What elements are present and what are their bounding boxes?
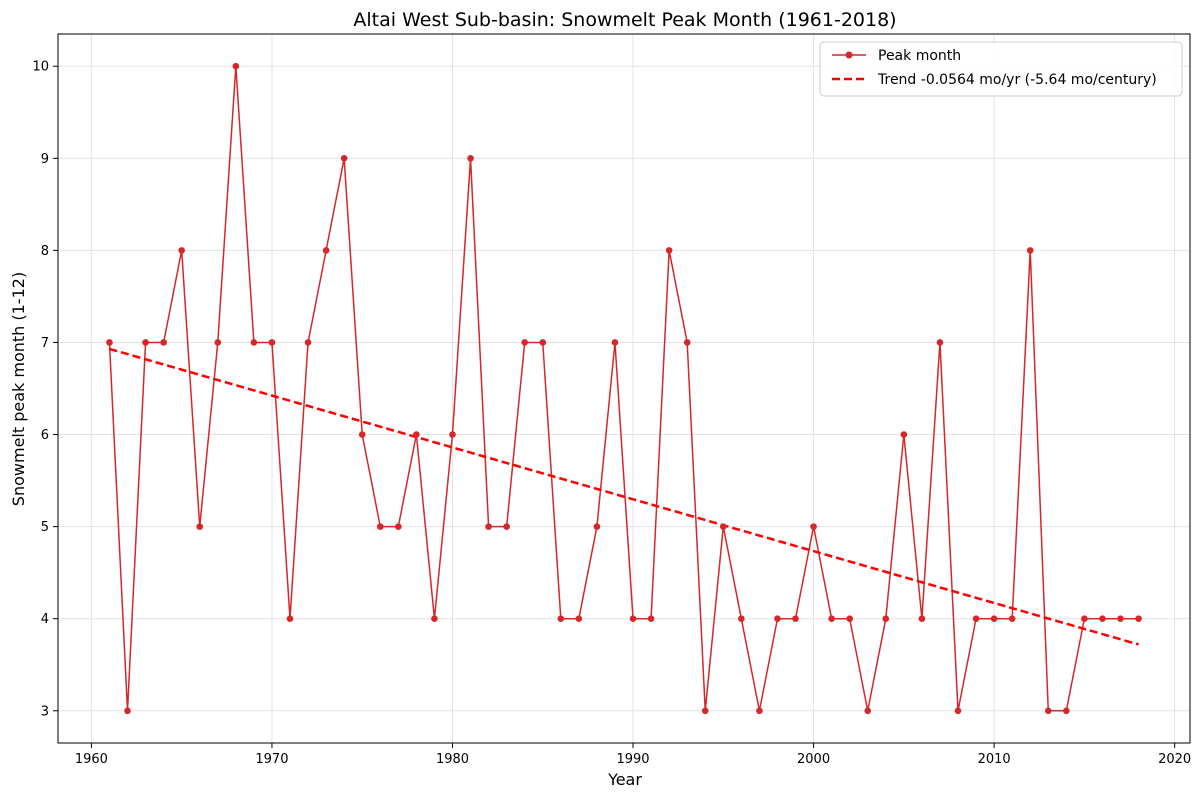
peak-month-point <box>250 339 258 346</box>
peak-month-point <box>106 339 113 346</box>
chart-title: Altai West Sub-basin: Snowmelt Peak Mont… <box>353 9 896 31</box>
peak-month-point <box>792 615 799 622</box>
peak-month-point <box>485 523 492 530</box>
peak-month-point <box>900 431 908 438</box>
x-tick-label: 1960 <box>75 752 108 767</box>
peak-month-point <box>503 523 510 530</box>
legend-peak-label: Peak month <box>878 48 961 64</box>
peak-month-point <box>738 615 745 622</box>
peak-month-point <box>972 615 980 622</box>
peak-month-point <box>268 339 276 346</box>
plot-series <box>106 62 1142 715</box>
peak-month-point <box>647 615 655 622</box>
peak-month-point <box>719 523 727 530</box>
plot-frame <box>57 33 1191 744</box>
peak-month-point <box>449 431 456 438</box>
y-tick-label: 5 <box>41 520 49 535</box>
y-tick-label: 6 <box>41 428 49 443</box>
peak-month-point <box>178 247 185 254</box>
peak-month-point <box>376 523 384 530</box>
peak-month-point <box>701 707 709 715</box>
y-tick-label: 9 <box>41 152 49 167</box>
x-tick-label: 1980 <box>436 752 469 767</box>
y-tick-label: 8 <box>41 244 49 259</box>
legend: Peak month Trend -0.0564 mo/yr (-5.64 mo… <box>819 41 1183 97</box>
peak-month-point <box>124 707 131 715</box>
y-tick-label: 7 <box>41 336 49 351</box>
peak-month-point <box>557 615 565 622</box>
peak-month-point <box>539 339 547 346</box>
x-tick-label: 2010 <box>978 752 1011 767</box>
peak-month-point <box>340 155 348 162</box>
peak-month-point <box>774 615 781 622</box>
peak-month-point <box>629 615 637 622</box>
y-tick-label: 10 <box>32 60 49 75</box>
legend-trend-label: Trend -0.0564 mo/yr (-5.64 mo/century) <box>877 72 1157 88</box>
peak-month-point <box>954 707 962 715</box>
peak-month-point <box>828 615 835 622</box>
peak-month-point <box>1008 615 1016 622</box>
peak-month-point <box>1117 615 1124 622</box>
peak-month-point <box>304 339 312 346</box>
x-axis-ticks: 1960 1970 1980 1990 2000 2010 2020 <box>75 743 1191 767</box>
peak-month-point <box>1063 707 1070 715</box>
peak-month-point <box>395 523 402 530</box>
x-axis-label: Year <box>607 770 642 789</box>
peak-month-point <box>232 62 240 70</box>
peak-month-point <box>521 339 529 346</box>
peak-month-point <box>1099 615 1106 622</box>
peak-month-point <box>160 339 167 346</box>
x-tick-label: 1990 <box>616 752 649 767</box>
peak-month-point <box>936 339 944 346</box>
peak-month-point <box>683 339 691 346</box>
peak-month-point <box>918 615 926 622</box>
peak-month-point <box>467 155 474 162</box>
peak-month-point <box>846 615 853 622</box>
peak-month-point <box>1026 247 1034 254</box>
x-tick-label: 2000 <box>797 752 830 767</box>
peak-month-point <box>882 615 890 622</box>
peak-month-point <box>756 707 763 715</box>
peak-month-point <box>593 523 601 530</box>
y-axis-ticks: 3 4 5 6 7 8 9 10 <box>32 60 58 719</box>
peak-month-point <box>142 339 149 346</box>
legend-peak-marker <box>845 51 853 59</box>
peak-month-point <box>413 431 420 438</box>
peak-month-point <box>864 707 872 715</box>
y-tick-label: 4 <box>41 612 49 627</box>
peak-month-point <box>358 431 366 438</box>
legend-box <box>819 41 1183 97</box>
peak-month-point <box>810 523 817 530</box>
trend-line <box>109 347 1139 646</box>
peak-month-line <box>108 65 1139 712</box>
gridlines <box>58 34 1190 743</box>
peak-month-point <box>1081 615 1088 622</box>
peak-month-point <box>431 615 438 622</box>
peak-month-point <box>322 247 330 254</box>
peak-month-point <box>990 615 998 622</box>
peak-month-point <box>196 523 204 530</box>
peak-month-point <box>1135 615 1142 622</box>
y-tick-label: 3 <box>41 704 49 719</box>
peak-month-point <box>1044 707 1052 715</box>
y-axis-label: Snowmelt peak month (1-12) <box>9 272 28 506</box>
peak-month-point <box>286 615 294 622</box>
peak-month-point <box>214 339 222 346</box>
peak-month-point <box>611 339 619 346</box>
x-tick-label: 2020 <box>1158 752 1191 767</box>
peak-month-point <box>575 615 583 622</box>
x-tick-label: 1970 <box>255 752 288 767</box>
peak-month-point <box>665 247 673 254</box>
